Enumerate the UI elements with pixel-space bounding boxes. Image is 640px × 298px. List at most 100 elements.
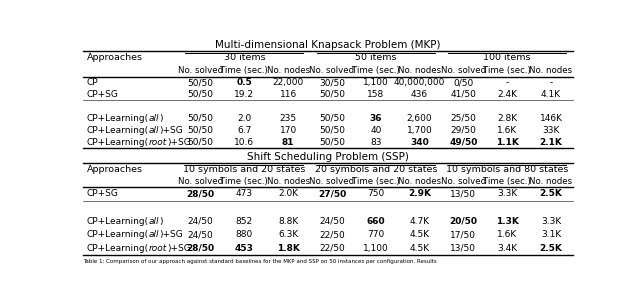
Text: Time (sec.): Time (sec.) [483,177,531,186]
Text: 3.3K: 3.3K [497,190,517,198]
Text: 24/50: 24/50 [319,217,345,226]
Text: 50/50: 50/50 [319,126,345,135]
Text: 2.1K: 2.1K [540,138,563,147]
Text: No. nodes: No. nodes [398,177,441,186]
Text: all: all [149,126,159,135]
Text: all: all [149,230,159,239]
Text: CP: CP [87,78,99,87]
Text: 24/50: 24/50 [188,217,213,226]
Text: Time (sec.): Time (sec.) [220,66,268,75]
Text: ): ) [159,217,163,226]
Text: Time (sec.): Time (sec.) [352,66,399,75]
Text: 2.9K: 2.9K [408,190,431,198]
Text: 17/50: 17/50 [451,230,476,239]
Text: all: all [149,217,159,226]
Text: 750: 750 [367,190,385,198]
Text: 770: 770 [367,230,385,239]
Text: CP+Learning(: CP+Learning( [87,244,149,253]
Text: No. nodes: No. nodes [529,177,573,186]
Text: 1.6K: 1.6K [497,126,517,135]
Text: 13/50: 13/50 [451,190,476,198]
Text: 1,100: 1,100 [363,78,388,87]
Text: 4.1K: 4.1K [541,90,561,99]
Text: 22/50: 22/50 [319,230,345,239]
Text: 50/50: 50/50 [188,114,214,123]
Text: 880: 880 [236,230,253,239]
Text: 2,600: 2,600 [407,114,433,123]
Text: 50/50: 50/50 [319,138,345,147]
Text: 81: 81 [282,138,294,147]
Text: 24/50: 24/50 [188,230,213,239]
Text: 852: 852 [236,217,253,226]
Text: 3.3K: 3.3K [541,217,561,226]
Text: ): ) [159,114,163,123]
Text: 29/50: 29/50 [451,126,476,135]
Text: Time (sec.): Time (sec.) [483,66,531,75]
Text: 30 items: 30 items [223,53,265,62]
Text: 40,000,000: 40,000,000 [394,78,445,87]
Text: 3.1K: 3.1K [541,230,561,239]
Text: root: root [149,138,167,147]
Text: 8.8K: 8.8K [278,217,298,226]
Text: 10 symbols and 80 states: 10 symbols and 80 states [446,164,568,174]
Text: 50/50: 50/50 [319,90,345,99]
Text: 22/50: 22/50 [319,244,345,253]
Text: 10 symbols and 20 states: 10 symbols and 20 states [183,164,305,174]
Text: )+SG: )+SG [159,126,183,135]
Text: 20 symbols and 20 states: 20 symbols and 20 states [315,164,437,174]
Text: No. nodes: No. nodes [267,177,310,186]
Text: 473: 473 [236,190,253,198]
Text: 50/50: 50/50 [188,78,214,87]
Text: CP+Learning(: CP+Learning( [87,126,149,135]
Text: 158: 158 [367,90,385,99]
Text: CP+Learning(: CP+Learning( [87,138,149,147]
Text: 41/50: 41/50 [451,90,476,99]
Text: 170: 170 [280,126,297,135]
Text: 19.2: 19.2 [234,90,254,99]
Text: No. solved: No. solved [441,66,486,75]
Text: No. nodes: No. nodes [529,66,573,75]
Text: No. nodes: No. nodes [267,66,310,75]
Text: 50 items: 50 items [355,53,397,62]
Text: 340: 340 [410,138,429,147]
Text: CP+Learning(: CP+Learning( [87,230,149,239]
Text: 453: 453 [235,244,254,253]
Text: 22,000: 22,000 [273,78,304,87]
Text: 1,100: 1,100 [363,244,388,253]
Text: 4.7K: 4.7K [410,217,429,226]
Text: 1.6K: 1.6K [497,230,517,239]
Text: 1.8K: 1.8K [276,244,300,253]
Text: No. solved: No. solved [178,177,223,186]
Text: 10.6: 10.6 [234,138,254,147]
Text: Table 1: Comparison of our approach against standard baselines for the MKP and S: Table 1: Comparison of our approach agai… [83,259,437,264]
Text: Shift Scheduling Problem (SSP): Shift Scheduling Problem (SSP) [247,152,409,162]
Text: 28/50: 28/50 [186,244,214,253]
Text: 6.3K: 6.3K [278,230,298,239]
Text: 25/50: 25/50 [451,114,476,123]
Text: 100 items: 100 items [483,53,531,62]
Text: 33K: 33K [542,126,560,135]
Text: -: - [549,78,552,87]
Text: 0.5: 0.5 [236,78,252,87]
Text: 36: 36 [369,114,382,123]
Text: No. solved: No. solved [309,66,355,75]
Text: 2.8K: 2.8K [497,114,517,123]
Text: 50/50: 50/50 [319,114,345,123]
Text: 2.5K: 2.5K [540,244,563,253]
Text: )+SG: )+SG [159,230,183,239]
Text: Approaches: Approaches [87,164,143,174]
Text: 30/50: 30/50 [319,78,345,87]
Text: 83: 83 [370,138,381,147]
Text: 20/50: 20/50 [449,217,477,226]
Text: 2.5K: 2.5K [540,190,563,198]
Text: -: - [506,78,509,87]
Text: No. nodes: No. nodes [398,66,441,75]
Text: 2.0: 2.0 [237,114,252,123]
Text: 50/50: 50/50 [188,138,214,147]
Text: 235: 235 [280,114,297,123]
Text: 1.3K: 1.3K [496,217,518,226]
Text: Time (sec.): Time (sec.) [352,177,399,186]
Text: Approaches: Approaches [87,53,143,62]
Text: 116: 116 [280,90,297,99]
Text: 0/50: 0/50 [453,78,474,87]
